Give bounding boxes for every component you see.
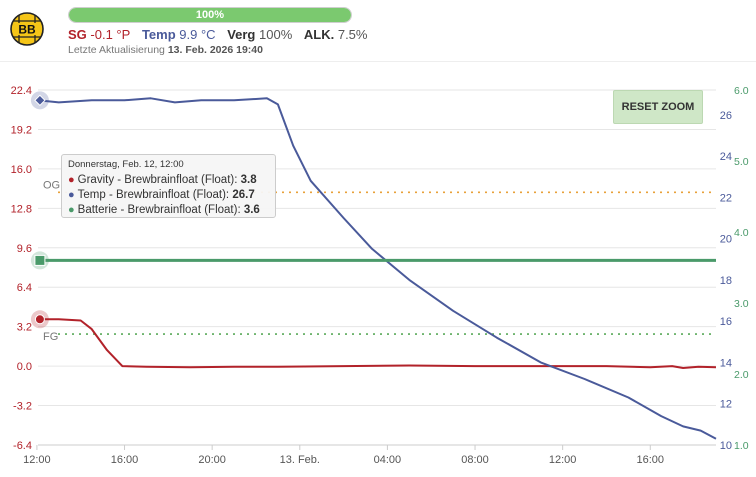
temp-axis-tick-label: 18 bbox=[720, 275, 732, 287]
temp-axis-tick-label: 14 bbox=[720, 357, 732, 369]
battery-hover-marker bbox=[34, 254, 46, 266]
fg-label: FG bbox=[43, 331, 58, 343]
left-axis-tick-label: 0.0 bbox=[17, 361, 32, 373]
temp-axis-tick-label: 12 bbox=[720, 399, 732, 411]
battery-dot-icon: ● bbox=[68, 204, 75, 216]
reading-sg: SG -0.1 °P bbox=[68, 27, 131, 42]
left-axis-tick-label: 16.0 bbox=[11, 164, 32, 176]
header-divider bbox=[0, 61, 756, 62]
battery-axis-tick-label: 1.0 bbox=[734, 440, 749, 452]
last-update-label: Letzte Aktualisierung bbox=[68, 44, 165, 56]
tooltip-row-temp: ● Temp - Brewbrainfloat (Float): 26.7 bbox=[68, 189, 255, 201]
temp-series-line bbox=[37, 97, 717, 440]
left-axis-tick-label: 6.4 bbox=[17, 282, 32, 294]
chart-svg[interactable]: 22.4 19.2 16.0 12.8 9.6 6.4 3.2 0.0 -3.2 -6.4 26 24… bbox=[0, 62, 756, 472]
left-axis-tick-label: 22.4 bbox=[11, 85, 32, 97]
reading-alk: ALK. 7.5% bbox=[303, 27, 368, 42]
tooltip-row-gravity: ● Gravity - Brewbrainfloat (Float): 3.8 bbox=[68, 174, 257, 186]
battery-axis-tick-label: 6.0 bbox=[734, 85, 749, 97]
progress-label: 100% bbox=[195, 9, 225, 21]
battery-axis-tick-label: 2.0 bbox=[734, 369, 749, 381]
temp-axis-tick-label: 26 bbox=[720, 110, 732, 122]
temp-hover-marker bbox=[34, 94, 46, 107]
x-axis-tick-label: 16:00 bbox=[111, 454, 139, 466]
left-axis-tick-label: 3.2 bbox=[17, 322, 32, 334]
x-axis-tick-label: 12:00 bbox=[549, 454, 577, 466]
temp-axis-tick-label: 24 bbox=[720, 151, 732, 163]
gravity-dot-icon: ● bbox=[68, 174, 75, 186]
x-axis-tick-label: 13. Feb. bbox=[280, 454, 320, 466]
temp-axis-tick-label: 10 bbox=[720, 440, 732, 452]
temp-axis-tick-label: 22 bbox=[720, 192, 732, 204]
left-axis-tick-label: 9.6 bbox=[17, 243, 32, 255]
left-axis-tick-label: 12.8 bbox=[11, 203, 32, 215]
x-axis-tick-label: 16:00 bbox=[637, 454, 665, 466]
header: BB 100% SG -0.1 °P Temp 9.9 °C Verg 100%… bbox=[0, 0, 756, 62]
readings: SG -0.1 °P Temp 9.9 °C Verg 100% ALK. 7.… bbox=[68, 27, 375, 42]
og-label: OG bbox=[43, 179, 60, 191]
temp-axis-tick-label: 20 bbox=[720, 234, 732, 246]
tooltip-row-battery: ● Batterie - Brewbrainfloat (Float): 3.6 bbox=[68, 204, 260, 216]
left-axis-tick-label: -3.2 bbox=[13, 401, 32, 413]
reset-zoom-button[interactable]: RESET ZOOM bbox=[613, 90, 703, 124]
svg-text:BB: BB bbox=[18, 23, 36, 37]
battery-axis-tick-label: 4.0 bbox=[734, 227, 749, 239]
fermentation-chart[interactable]: 22.4 19.2 16.0 12.8 9.6 6.4 3.2 0.0 -3.2 -6.4 26 24… bbox=[0, 62, 756, 472]
temp-dot-icon: ● bbox=[68, 189, 75, 201]
reading-temp: Temp 9.9 °C bbox=[141, 27, 216, 42]
progress-bar: 100% bbox=[68, 7, 352, 23]
battery-axis-tick-label: 5.0 bbox=[734, 156, 749, 168]
last-update-value: 13. Feb. 2026 19:40 bbox=[167, 44, 263, 56]
battery-axis-tick-label: 3.0 bbox=[734, 298, 749, 310]
tooltip-title: Donnerstag, Feb. 12, 12:00 bbox=[68, 159, 184, 170]
gravity-series-line bbox=[38, 318, 717, 369]
left-axis-tick-label: -6.4 bbox=[13, 440, 32, 452]
chart-tooltip: Donnerstag, Feb. 12, 12:00 ● Gravity - Br… bbox=[61, 154, 276, 218]
progress-fill bbox=[69, 8, 351, 22]
temp-axis-tick-label: 16 bbox=[720, 316, 732, 328]
x-axis-tick-label: 04:00 bbox=[374, 454, 402, 466]
left-axis-tick-label: 19.2 bbox=[11, 124, 32, 136]
x-axis-tick-label: 08:00 bbox=[461, 454, 489, 466]
gravity-hover-marker bbox=[34, 314, 45, 325]
x-axis-tick-label: 12:00 bbox=[23, 454, 51, 466]
reading-verg: Verg 100% bbox=[227, 27, 293, 42]
last-update: Letzte Aktualisierung 13. Feb. 2026 19:4… bbox=[68, 44, 263, 56]
x-axis-tick-label: 20:00 bbox=[198, 454, 226, 466]
brewbrain-logo: BB bbox=[10, 12, 44, 46]
